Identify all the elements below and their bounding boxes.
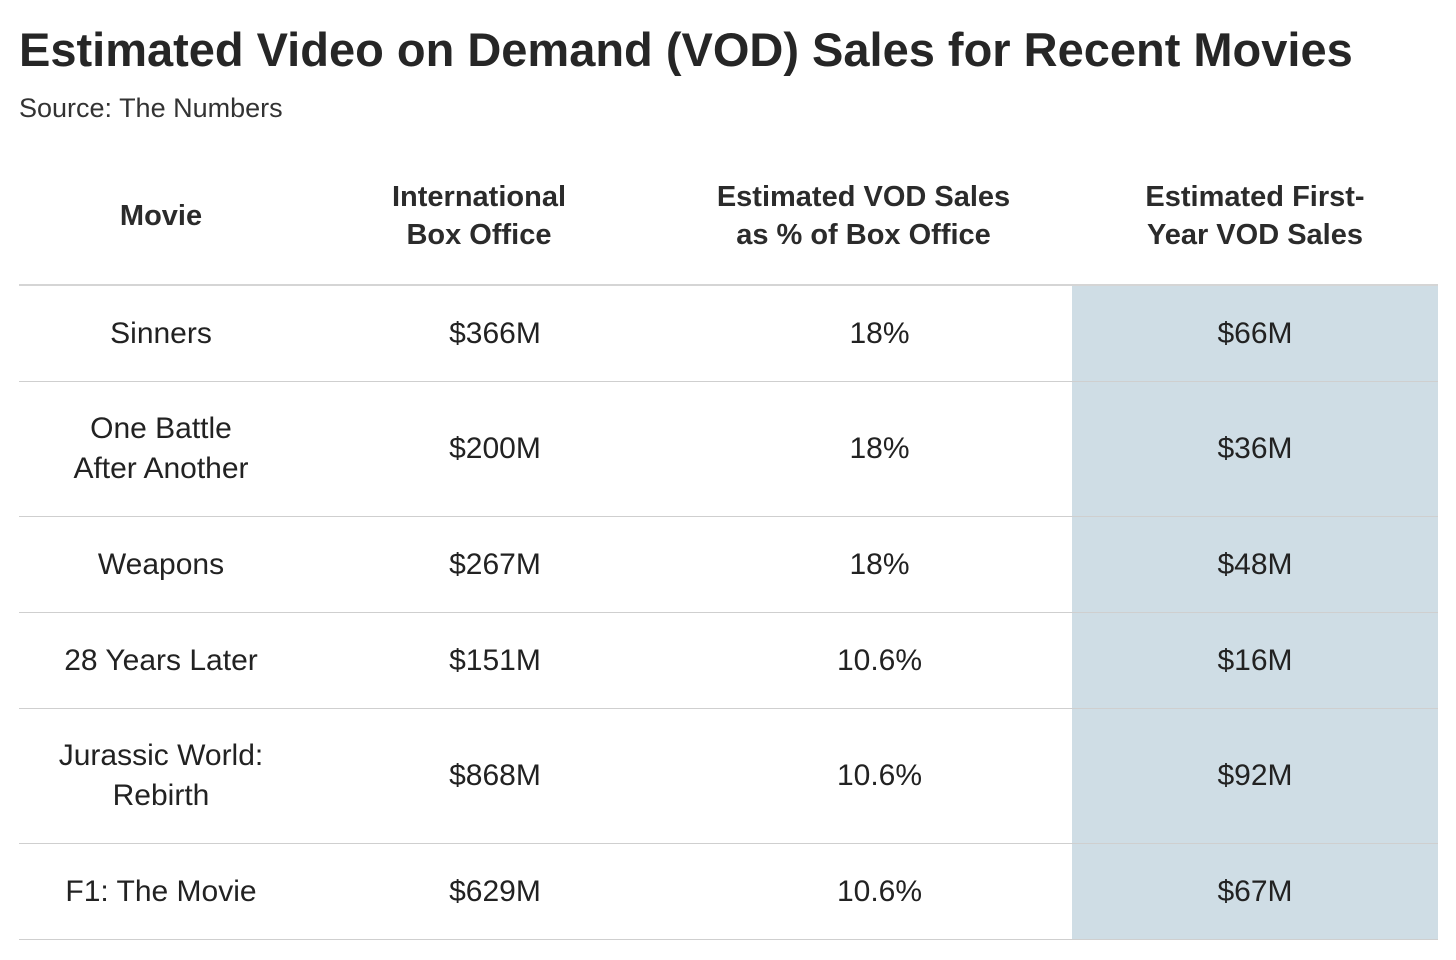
chart-subtitle: Source: The Numbers	[19, 93, 283, 123]
column-header-box-office: International Box Office	[391, 181, 566, 251]
vod-percent-cell: 10.6%	[836, 759, 923, 792]
vod-sales-cell: $66M	[1072, 286, 1438, 381]
box-office-cell: $151M	[449, 643, 541, 677]
vod-sales-table: Movie International Box Office Estimated…	[19, 148, 1438, 940]
movie-cell: One Battle After Another	[73, 412, 249, 485]
vod-sales-cell: $92M	[1072, 709, 1438, 843]
vod-sales-cell: $16M	[1072, 613, 1438, 708]
table-row: 28 Years Later $151M 10.6% $16M	[19, 613, 1438, 709]
vod-percent-cell: 10.6%	[836, 643, 923, 677]
column-header-vod-sales: Estimated First- Year VOD Sales	[1145, 181, 1365, 251]
table-row: One Battle After Another $200M 18% $36M	[19, 382, 1438, 517]
box-office-cell: $629M	[449, 874, 541, 908]
table-row: Sinners $366M 18% $66M	[19, 286, 1438, 382]
movie-cell: 28 Years Later	[64, 643, 258, 677]
vod-percent-cell: 18%	[849, 432, 910, 465]
box-office-cell: $267M	[449, 547, 541, 581]
vod-sales-cell: $67M	[1072, 844, 1438, 939]
table-row: Weapons $267M 18% $48M	[19, 517, 1438, 613]
movie-cell: Weapons	[97, 547, 225, 581]
box-office-cell: $366M	[449, 316, 541, 350]
column-header-vod-percent: Estimated VOD Sales as % of Box Office	[716, 181, 1011, 251]
table-header-row: Movie International Box Office Estimated…	[19, 148, 1438, 286]
vod-sales-cell: $36M	[1072, 382, 1438, 516]
movie-cell: Jurassic World: Rebirth	[58, 739, 264, 812]
movie-cell: Sinners	[110, 316, 212, 350]
movie-cell: F1: The Movie	[65, 874, 257, 908]
column-header-movie: Movie	[119, 200, 203, 232]
box-office-cell: $868M	[449, 759, 541, 792]
box-office-cell: $200M	[449, 432, 541, 465]
vod-percent-cell: 18%	[849, 547, 910, 581]
vod-percent-cell: 18%	[849, 316, 910, 350]
chart-title: Estimated Video on Demand (VOD) Sales fo…	[19, 23, 1353, 76]
vod-sales-cell: $48M	[1072, 517, 1438, 612]
vod-percent-cell: 10.6%	[836, 874, 923, 908]
table-row: Jurassic World: Rebirth $868M 10.6% $92M	[19, 709, 1438, 844]
table-row: F1: The Movie $629M 10.6% $67M	[19, 844, 1438, 940]
